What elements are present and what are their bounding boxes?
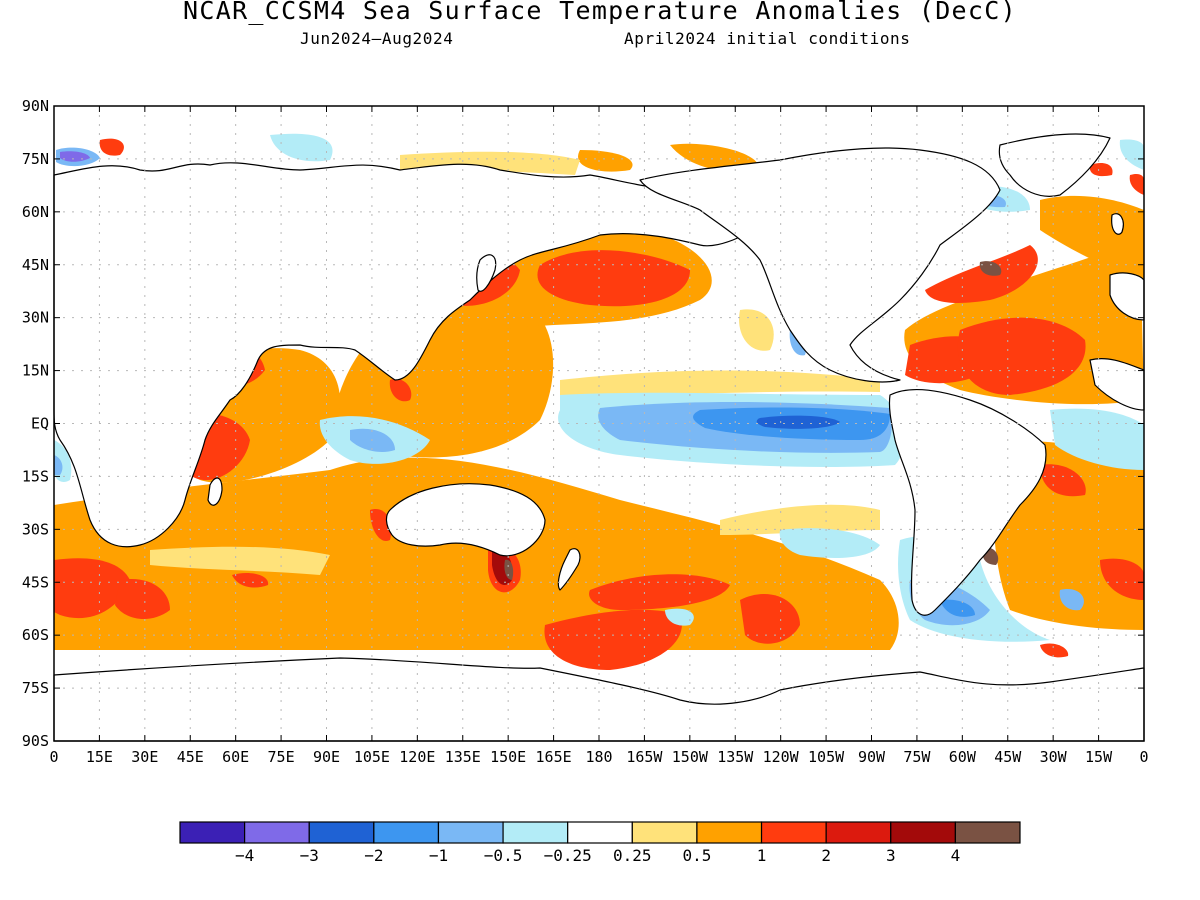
lon-tick-label: 90W	[858, 748, 886, 766]
lon-tick-label: 120E	[399, 748, 435, 766]
landmass-south-america	[888, 388, 1047, 616]
initial-conditions-label: April2024 initial conditions	[624, 29, 911, 48]
landmass-britain	[1111, 213, 1124, 235]
map-title: NCAR_CCSM4 Sea Surface Temperature Anoma…	[183, 0, 1017, 25]
lat-tick-label: 90S	[22, 732, 49, 750]
lon-tick-label: 105W	[808, 748, 845, 766]
lat-tick-label: 45S	[22, 573, 49, 591]
lat-tick-label: 15N	[22, 362, 49, 380]
landmass-japan	[476, 254, 497, 292]
longitude-axis: 0 15E 30E 45E 60E 75E 90E 105E 120E 135E 150E 165E 1…	[49, 106, 1149, 766]
lon-tick-label: 60E	[222, 748, 249, 766]
colorbar-label: 0.25	[613, 846, 652, 865]
colorbar-swatch	[179, 821, 246, 844]
lon-tick-label: 45W	[994, 748, 1022, 766]
colorbar-swatch	[308, 821, 375, 844]
lat-lon-grid	[54, 106, 1144, 741]
lon-tick-label: 0	[49, 748, 58, 766]
lat-tick-label: 30N	[22, 309, 49, 327]
colorbar-swatch	[954, 821, 1021, 844]
colorbar-label: −3	[300, 846, 319, 865]
colorbar-swatch	[696, 821, 763, 844]
colorbar-label: 2	[821, 846, 831, 865]
lon-tick-label: 165W	[626, 748, 663, 766]
colorbar-swatch	[631, 821, 698, 844]
lon-tick-label: 90E	[313, 748, 340, 766]
colorbar-swatch	[373, 821, 440, 844]
lon-tick-label: 150W	[672, 748, 709, 766]
anomaly-field	[54, 133, 1144, 670]
lon-tick-label: 135E	[445, 748, 481, 766]
colorbar-label: −0.5	[484, 846, 523, 865]
colorbar-label: 4	[951, 846, 961, 865]
lat-tick-label: 60S	[22, 626, 49, 644]
lon-tick-label: 30W	[1040, 748, 1068, 766]
lat-tick-label: 75S	[22, 679, 49, 697]
latitude-axis: 90N 75N 60N 45N 30N 15N EQ 15S 30S 45S 60S 75S 90S	[22, 97, 1144, 750]
forecast-period: Jun2024—Aug2024	[300, 29, 454, 48]
colorbar-swatch	[760, 821, 827, 844]
lat-tick-label: 45N	[22, 256, 49, 274]
colorbar-swatch	[502, 821, 569, 844]
lon-tick-label: 15W	[1085, 748, 1113, 766]
landmass-africa-eurasia	[53, 162, 771, 548]
lon-tick-label: 180	[585, 748, 612, 766]
colorbar-label: −2	[364, 846, 383, 865]
lat-tick-label: EQ	[31, 415, 49, 433]
lon-tick-label: 0	[1139, 748, 1148, 766]
lon-tick-label: 60W	[949, 748, 977, 766]
colorbar-label: 3	[886, 846, 896, 865]
colorbar-label: 0.5	[682, 846, 711, 865]
lon-tick-label: 135W	[717, 748, 754, 766]
colorbar-swatch	[437, 821, 504, 844]
landmass-greenland	[998, 133, 1111, 197]
lat-tick-label: 15S	[22, 467, 49, 485]
landmass-new-zealand	[557, 548, 581, 591]
colorbar	[179, 821, 1021, 844]
lat-tick-label: 30S	[22, 520, 49, 538]
lat-tick-label: 90N	[22, 97, 49, 115]
lon-tick-label: 105E	[354, 748, 390, 766]
colorbar-label: −0.25	[544, 846, 592, 865]
lon-tick-label: 15E	[86, 748, 113, 766]
landmass-australia	[385, 483, 546, 557]
land-masses	[53, 133, 1145, 742]
colorbar-swatch	[567, 821, 633, 844]
lon-tick-label: 165E	[536, 748, 572, 766]
lon-tick-label: 75E	[268, 748, 295, 766]
colorbar-labels: −4 −3 −2 −1 −0.5 −0.25 0.25 0.5 1 2 3 4	[235, 846, 960, 865]
landmass-madagascar	[207, 477, 223, 506]
lon-tick-label: 30E	[131, 748, 158, 766]
colorbar-swatch	[244, 821, 310, 844]
lat-tick-label: 75N	[22, 150, 49, 168]
lon-tick-label: 75W	[903, 748, 931, 766]
lat-tick-label: 60N	[22, 203, 49, 221]
colorbar-label: −4	[235, 846, 254, 865]
landmass-antarctica	[53, 657, 1145, 742]
colorbar-label: −1	[429, 846, 448, 865]
lon-tick-label: 150E	[490, 748, 526, 766]
colorbar-label: 1	[757, 846, 767, 865]
colorbar-swatch	[825, 821, 892, 844]
colorbar-swatch	[890, 821, 956, 844]
lon-tick-label: 45E	[177, 748, 204, 766]
lon-tick-label: 120W	[763, 748, 800, 766]
